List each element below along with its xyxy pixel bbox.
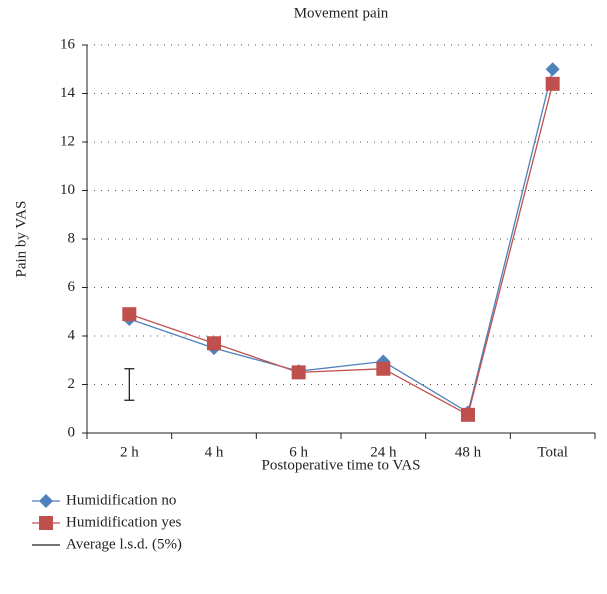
- point: [207, 336, 221, 351]
- point: [376, 361, 391, 376]
- x-tick-label: 24 h: [370, 444, 397, 460]
- y-tick-label: 0: [68, 424, 76, 440]
- y-tick-label: 14: [60, 85, 76, 101]
- chart-title: Movement pain: [294, 5, 389, 21]
- point: [545, 76, 560, 91]
- series-line: [129, 83, 554, 416]
- y-tick-label: 6: [68, 279, 76, 295]
- point: [461, 407, 475, 422]
- legend-label: Average l.s.d. (5%): [66, 536, 182, 552]
- y-tick-label: 16: [60, 36, 76, 52]
- series-line: [129, 69, 554, 414]
- y-tick-label: 12: [60, 133, 75, 149]
- x-tick-label: 4 h: [205, 444, 224, 460]
- x-tick-label: 2 h: [120, 444, 139, 460]
- point: [122, 307, 137, 322]
- point: [291, 365, 306, 380]
- x-axis-label: Postoperative time to VAS: [261, 457, 420, 473]
- legend-marker: [39, 494, 53, 508]
- y-tick-label: 4: [68, 327, 76, 343]
- x-tick-label: 6 h: [289, 444, 308, 460]
- point: [545, 62, 560, 77]
- y-tick-label: 10: [60, 182, 75, 198]
- y-tick-label: 8: [68, 230, 76, 246]
- x-tick-label: 48 h: [455, 444, 482, 460]
- legend-label: Humidification no: [66, 492, 176, 508]
- legend-marker: [39, 516, 53, 530]
- x-tick-label: Total: [537, 444, 568, 460]
- y-axis-label: Pain by VAS: [13, 201, 29, 278]
- y-tick-label: 2: [68, 376, 76, 392]
- legend-label: Humidification yes: [66, 514, 182, 530]
